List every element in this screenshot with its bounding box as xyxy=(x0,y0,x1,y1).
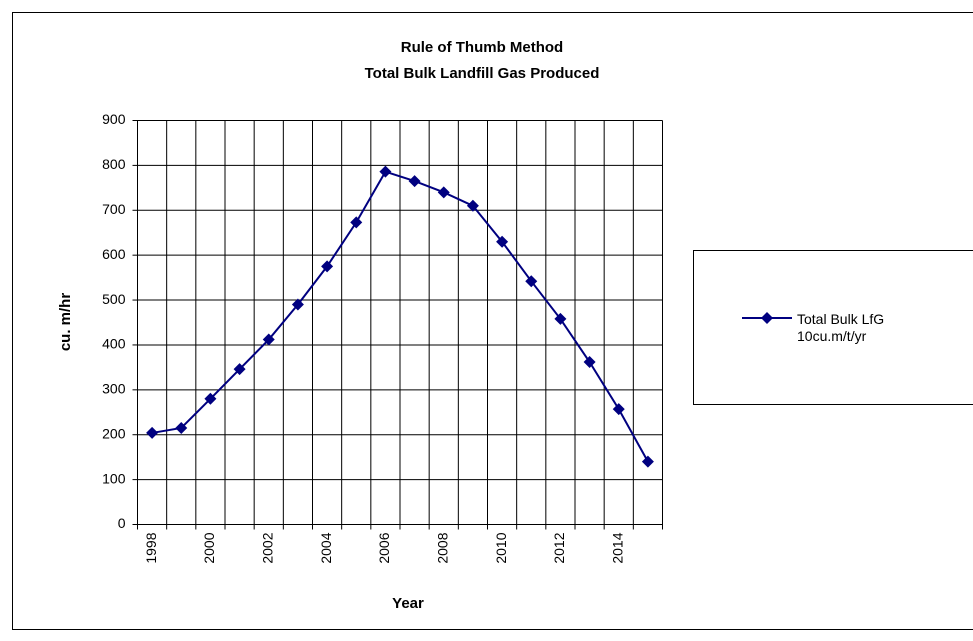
point-marker xyxy=(175,421,188,434)
point-marker xyxy=(496,235,509,248)
y-tick-label: 800 xyxy=(102,156,126,172)
x-tick-label: 2006 xyxy=(376,532,392,563)
legend-marker xyxy=(761,312,773,324)
y-tick-label: 100 xyxy=(102,470,126,486)
point-marker xyxy=(466,199,479,212)
y-tick-label: 200 xyxy=(102,425,126,441)
x-tick-label: 2010 xyxy=(493,532,509,563)
point-marker xyxy=(641,455,654,468)
y-tick-label: 700 xyxy=(102,201,126,217)
point-marker xyxy=(612,403,625,416)
legend-label: Total Bulk LfG 10cu.m/t/yr xyxy=(797,311,885,344)
x-tick-label: 2012 xyxy=(551,532,567,563)
point-marker xyxy=(204,392,217,405)
legend-box xyxy=(693,250,973,405)
y-tick-label: 0 xyxy=(118,515,126,531)
point-marker xyxy=(146,426,159,439)
x-tick-label: 1998 xyxy=(143,532,159,563)
y-tick-label: 400 xyxy=(102,336,126,352)
x-tick-label: 2014 xyxy=(609,532,625,563)
y-tick-label: 300 xyxy=(102,381,126,397)
point-marker xyxy=(321,260,334,273)
point-marker xyxy=(233,363,246,376)
point-marker xyxy=(379,165,392,178)
point-marker xyxy=(408,175,421,188)
chart-title: Rule of Thumb Method xyxy=(401,39,563,56)
x-tick-label: 2004 xyxy=(318,532,334,563)
y-tick-label: 500 xyxy=(102,291,126,307)
point-marker xyxy=(583,356,596,369)
x-axis-label: Year xyxy=(392,595,424,612)
point-marker xyxy=(525,275,538,288)
point-marker xyxy=(554,312,567,325)
y-tick-label: 900 xyxy=(102,111,126,127)
point-marker xyxy=(350,216,363,229)
x-tick-label: 2000 xyxy=(201,532,217,563)
y-axis-label: cu. m/hr xyxy=(57,293,74,352)
y-tick-label: 600 xyxy=(102,246,126,262)
chart-subtitle: Total Bulk Landfill Gas Produced xyxy=(365,65,600,82)
point-marker xyxy=(262,333,275,346)
x-tick-label: 2002 xyxy=(259,532,275,563)
point-marker xyxy=(437,186,450,199)
point-marker xyxy=(291,298,304,311)
series-line xyxy=(151,170,649,463)
x-tick-label: 2008 xyxy=(434,532,450,563)
